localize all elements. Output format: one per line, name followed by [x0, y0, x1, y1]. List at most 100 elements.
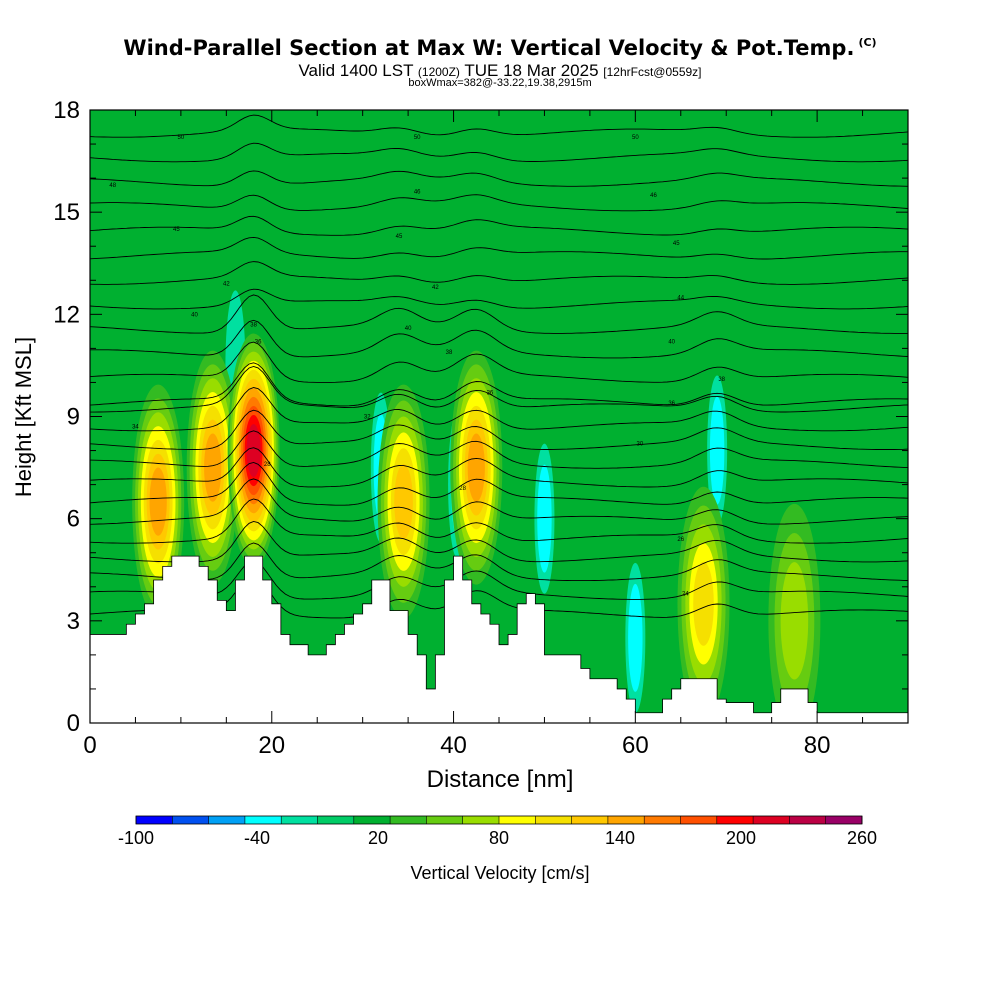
colorbar-swatch	[535, 816, 572, 824]
colorbar-tick-label: -100	[118, 828, 154, 848]
theta-label: 38	[446, 350, 453, 356]
x-tick-label: 20	[258, 732, 285, 759]
theta-contour-line	[90, 362, 908, 407]
colorbar-tick-label: 140	[605, 828, 635, 848]
theta-label: 50	[632, 135, 639, 141]
y-tick-label: 18	[53, 97, 80, 124]
colorbar-swatch	[281, 816, 318, 824]
theta-label: 36	[255, 340, 262, 346]
theta-contour-line	[90, 462, 908, 506]
theta-label: 24	[682, 592, 689, 598]
theta-contour-line	[90, 170, 908, 187]
theta-contour-line	[90, 498, 908, 544]
theta-label: 38	[718, 377, 725, 383]
theta-label: 48	[109, 183, 116, 189]
colorbar-label: Vertical Velocity [cm/s]	[410, 863, 590, 883]
theta-label: 36	[668, 401, 675, 407]
colorbar-swatch	[136, 816, 173, 824]
theta-contour-line	[90, 430, 908, 469]
updraft-cell-6	[780, 562, 809, 680]
x-tick-label: 0	[83, 732, 96, 759]
y-tick-label: 9	[67, 404, 80, 431]
colorbar-tick-label: 200	[726, 828, 756, 848]
theta-label: 42	[223, 282, 230, 288]
theta-contour-line	[90, 261, 908, 285]
colorbar-swatch	[426, 816, 463, 824]
theta-contour-line	[90, 142, 908, 163]
colorbar-swatch	[353, 816, 391, 824]
theta-label: 28	[459, 486, 466, 492]
colorbar-tick-label: 260	[847, 828, 877, 848]
theta-label: 36	[487, 391, 494, 397]
theta-contour-line	[90, 194, 908, 212]
colorbar-swatch	[644, 816, 681, 824]
updraft-cell-4	[467, 433, 485, 502]
colorbar-swatch	[680, 816, 718, 824]
theta-contours	[90, 114, 908, 619]
downdraft-cell-3	[537, 464, 552, 573]
theta-label: 28	[264, 462, 271, 468]
theta-label: 50	[414, 135, 421, 141]
colorbar-tick-label: -40	[244, 828, 270, 848]
theta-label: 40	[405, 326, 412, 332]
theta-contour-line	[90, 560, 908, 600]
colorbar-swatch	[825, 816, 863, 824]
theta-contour-line	[90, 114, 908, 138]
x-tick-label: 80	[804, 732, 831, 759]
downdraft-cell-4	[628, 583, 643, 692]
theta-label: 45	[173, 227, 180, 233]
colorbar-swatch	[789, 816, 826, 824]
theta-label: 26	[677, 537, 684, 543]
theta-label: 34	[132, 425, 139, 431]
theta-label: 44	[677, 295, 684, 301]
velocity-field	[132, 290, 821, 723]
theta-contour-line	[90, 236, 908, 260]
theta-label: 46	[650, 193, 657, 199]
updraft-cell-2	[246, 424, 261, 478]
chart-subtitle-line2: boxWmax=382@-33.22,19.38,2915m	[408, 77, 592, 89]
colorbar-swatch	[462, 816, 500, 824]
theta-contour-line	[90, 294, 908, 334]
theta-label: 32	[364, 415, 371, 421]
theta-label: 40	[191, 312, 198, 318]
updraft-cell-3	[394, 464, 413, 540]
x-axis-label: Distance [nm]	[426, 766, 574, 793]
colorbar-swatch	[499, 816, 536, 824]
theta-contour-line	[90, 542, 908, 582]
downdraft-cell-5	[709, 396, 725, 505]
colorbar-swatch	[317, 816, 355, 824]
colorbar-swatch	[390, 816, 427, 824]
x-tick-label: 40	[440, 732, 467, 759]
theta-contour-line	[90, 478, 908, 525]
colorbar-swatch	[716, 816, 754, 824]
theta-contour-line	[90, 288, 908, 310]
theta-contour-line	[90, 409, 908, 450]
colorbar-swatch	[172, 816, 209, 824]
copyright-mark: (C)	[858, 36, 877, 49]
colorbar-swatch	[244, 816, 282, 824]
theta-label: 46	[414, 190, 421, 196]
theta-label: 30	[637, 442, 644, 448]
theta-contour-line	[90, 447, 908, 488]
theta-label: 38	[250, 323, 257, 329]
colorbar-swatch	[571, 816, 609, 824]
updraft-cell-1	[204, 433, 222, 502]
theta-contour-line	[90, 215, 908, 236]
chart-title: Wind-Parallel Section at Max W: Vertical…	[123, 36, 877, 60]
x-tick-label: 60	[622, 732, 649, 759]
theta-contour-line	[90, 341, 908, 383]
y-tick-label: 12	[53, 301, 80, 328]
y-tick-label: 15	[53, 199, 80, 226]
colorbar-swatch	[753, 816, 790, 824]
colorbar-tick-label: 80	[489, 828, 509, 848]
theta-contour-line	[90, 366, 908, 413]
updraft-cell-0	[149, 467, 167, 536]
theta-contour-line	[90, 387, 908, 432]
theta-label: 45	[673, 241, 680, 247]
colorbar-swatch	[208, 816, 246, 824]
theta-contour-line	[90, 521, 908, 563]
terrain	[89, 555, 909, 724]
colorbar-tick-label: 20	[368, 828, 388, 848]
y-tick-label: 3	[67, 608, 80, 635]
